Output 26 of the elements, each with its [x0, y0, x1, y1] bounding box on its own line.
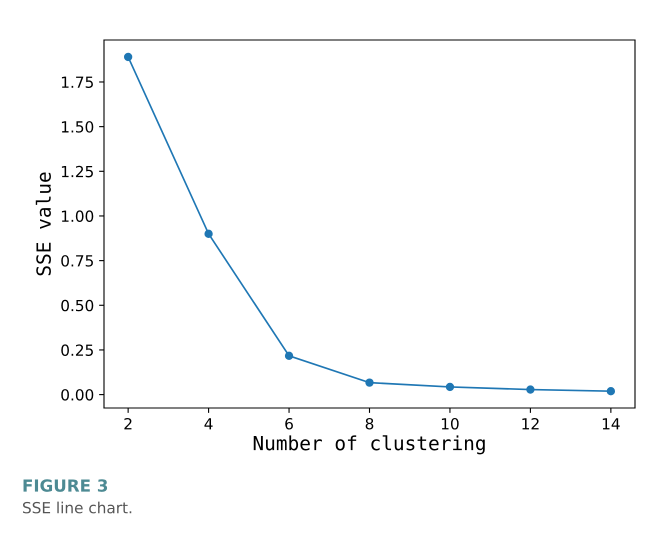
- text: SSE line chart.: [23, 502, 132, 514]
- x-tick-label: 2: [124, 418, 132, 430]
- y-tick-label: 0.50: [61, 300, 94, 312]
- point: [526, 385, 535, 394]
- y-tick-label: 1.00: [62, 210, 94, 222]
- point: [124, 52, 132, 62]
- point: [606, 387, 616, 396]
- x-tick-label: 14: [602, 418, 620, 430]
- caption: FIGURE 3: [24, 479, 108, 492]
- y-tick-label: 0.00: [61, 389, 94, 401]
- x-tick-label: 10: [442, 418, 459, 430]
- x-tick-label: 8: [366, 418, 374, 430]
- y-tick-label: 1.25: [62, 166, 93, 178]
- y-axis-title: SSE value: [36, 172, 51, 276]
- x-tick-label: 6: [285, 418, 293, 430]
- y-tick-label: 0.75: [61, 255, 93, 267]
- x-tick-label: 4: [204, 418, 213, 430]
- point: [446, 382, 454, 392]
- y-tick-label: 0.25: [61, 344, 93, 356]
- point: [204, 230, 213, 238]
- point: [365, 378, 374, 387]
- x-tick-label: 12: [522, 418, 539, 430]
- point: [284, 352, 294, 360]
- x-axis-title: Number of clustering: [254, 435, 485, 454]
- y-tick-label: 1.75: [62, 76, 93, 88]
- y-tick-label: 1.50: [62, 121, 94, 133]
